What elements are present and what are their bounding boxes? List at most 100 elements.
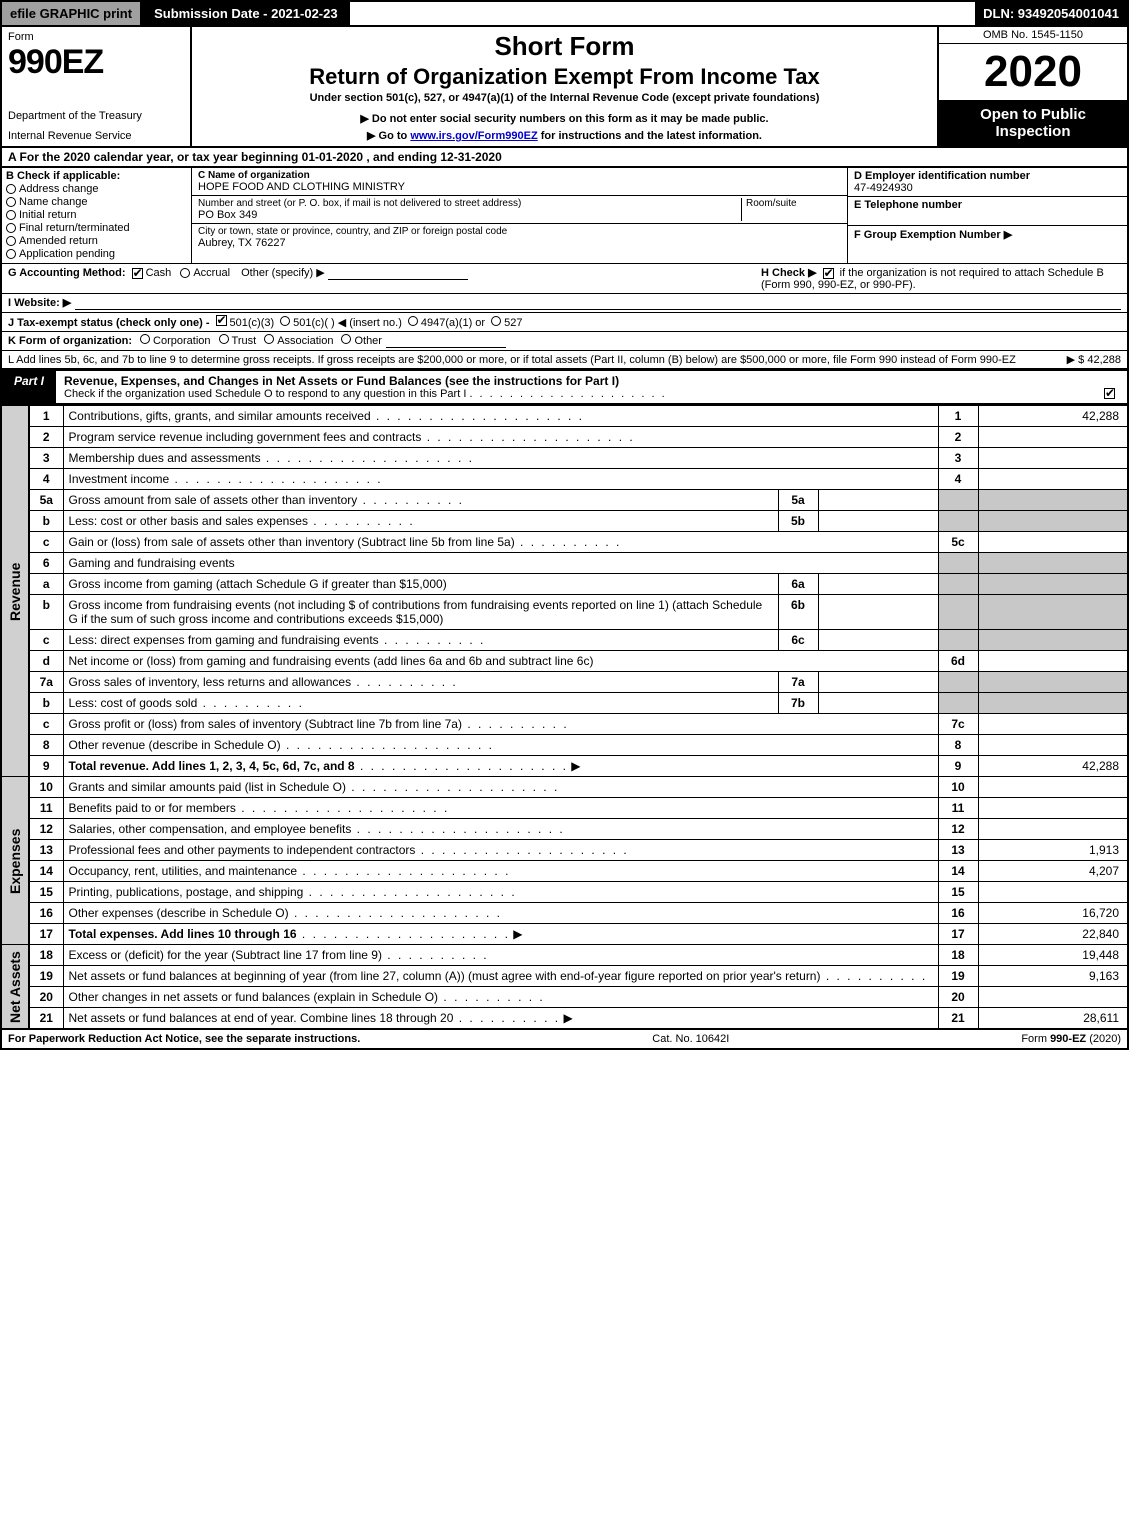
line-value: 9,163 — [978, 966, 1128, 987]
chk-name-change[interactable]: Name change — [6, 196, 187, 208]
chk-501c3[interactable] — [216, 315, 227, 326]
mini-num: 6b — [778, 595, 818, 630]
chk-corp[interactable] — [140, 334, 150, 344]
chk-final-return[interactable]: Final return/terminated — [6, 222, 187, 234]
line-value — [978, 819, 1128, 840]
chk-cash[interactable] — [132, 268, 143, 279]
chk-527[interactable] — [491, 316, 501, 326]
line-value — [978, 427, 1128, 448]
c-label: C Name of organization — [198, 170, 841, 181]
line-num: b — [29, 511, 63, 532]
table-row: 19 Net assets or fund balances at beginn… — [1, 966, 1128, 987]
form-word: Form — [8, 31, 184, 43]
table-row: 20 Other changes in net assets or fund b… — [1, 987, 1128, 1008]
org-name: HOPE FOOD AND CLOTHING MINISTRY — [198, 181, 841, 193]
line-num: b — [29, 595, 63, 630]
footer-right-form: 990-EZ — [1050, 1033, 1086, 1045]
under-section: Under section 501(c), 527, or 4947(a)(1)… — [198, 92, 931, 104]
line-desc: Other revenue (describe in Schedule O) — [63, 735, 938, 756]
line-rnum — [938, 553, 978, 574]
mini-num: 6c — [778, 630, 818, 651]
radio-icon — [6, 249, 16, 259]
mini-num: 7a — [778, 672, 818, 693]
top-bar: efile GRAPHIC print Submission Date - 20… — [0, 0, 1129, 27]
row-j-tax-exempt: J Tax-exempt status (check only one) - 5… — [0, 313, 1129, 332]
chk-label: Name change — [19, 196, 88, 208]
line-value — [978, 714, 1128, 735]
part-i-table: Revenue 1 Contributions, gifts, grants, … — [0, 405, 1129, 1029]
line-value — [978, 672, 1128, 693]
chk-schedule-o-used[interactable] — [1104, 388, 1115, 399]
table-row: 11 Benefits paid to or for members 11 — [1, 798, 1128, 819]
line-rnum: 16 — [938, 903, 978, 924]
chk-other-org[interactable] — [341, 334, 351, 344]
goto-link[interactable]: www.irs.gov/Form990EZ — [410, 130, 537, 142]
line-value: 42,288 — [978, 406, 1128, 427]
chk-initial-return[interactable]: Initial return — [6, 209, 187, 221]
table-row: 21 Net assets or fund balances at end of… — [1, 1008, 1128, 1029]
line-desc: Gross income from fundraising events (no… — [63, 595, 778, 630]
mini-val — [818, 630, 938, 651]
line-num: 11 — [29, 798, 63, 819]
line-rnum: 12 — [938, 819, 978, 840]
line-num: 16 — [29, 903, 63, 924]
e-phone-cell: E Telephone number — [848, 197, 1127, 226]
line-value — [978, 735, 1128, 756]
omb-number: OMB No. 1545-1150 — [939, 27, 1127, 44]
part-i-check-text: Check if the organization used Schedule … — [64, 388, 466, 400]
irs-label: Internal Revenue Service — [8, 130, 184, 142]
line-desc: Gross profit or (loss) from sales of inv… — [63, 714, 938, 735]
table-row: 2 Program service revenue including gove… — [1, 427, 1128, 448]
line-value: 42,288 — [978, 756, 1128, 777]
g-accrual: Accrual — [193, 267, 230, 279]
line-value — [978, 987, 1128, 1008]
chk-label: Final return/terminated — [19, 222, 130, 234]
chk-501c[interactable] — [280, 316, 290, 326]
chk-address-change[interactable]: Address change — [6, 183, 187, 195]
table-row: 6 Gaming and fundraising events — [1, 553, 1128, 574]
chk-4947[interactable] — [408, 316, 418, 326]
row-i-website: I Website: ▶ — [0, 294, 1129, 313]
mini-num: 5a — [778, 490, 818, 511]
table-row: 4 Investment income 4 — [1, 469, 1128, 490]
line-desc: Less: cost of goods sold — [63, 693, 778, 714]
line-rnum: 6d — [938, 651, 978, 672]
line-rnum: 14 — [938, 861, 978, 882]
radio-accrual[interactable] — [180, 268, 190, 278]
line-desc: Gross amount from sale of assets other t… — [63, 490, 778, 511]
mini-val — [818, 490, 938, 511]
efile-print-button[interactable]: efile GRAPHIC print — [2, 2, 142, 25]
line-rnum — [938, 490, 978, 511]
line-rnum: 15 — [938, 882, 978, 903]
table-row: 13 Professional fees and other payments … — [1, 840, 1128, 861]
col-b-title: B Check if applicable: — [6, 170, 187, 182]
line-rnum: 2 — [938, 427, 978, 448]
line-desc: Other changes in net assets or fund bala… — [63, 987, 938, 1008]
line-num: 13 — [29, 840, 63, 861]
line-desc: Total revenue. Add lines 1, 2, 3, 4, 5c,… — [63, 756, 938, 777]
city-label: City or town, state or province, country… — [198, 226, 841, 237]
table-row: 17 Total expenses. Add lines 10 through … — [1, 924, 1128, 945]
line-desc: Program service revenue including govern… — [63, 427, 938, 448]
radio-icon — [6, 210, 16, 220]
line-rnum: 11 — [938, 798, 978, 819]
goto-post: for instructions and the latest informat… — [538, 130, 762, 142]
line-num: 5a — [29, 490, 63, 511]
mini-val — [818, 511, 938, 532]
chk-h-schedule-b[interactable] — [823, 268, 834, 279]
table-row: 12 Salaries, other compensation, and emp… — [1, 819, 1128, 840]
org-address: PO Box 349 — [198, 209, 741, 221]
line-rnum — [938, 511, 978, 532]
chk-assoc[interactable] — [264, 334, 274, 344]
l-text: L Add lines 5b, 6c, and 7b to line 9 to … — [8, 354, 1016, 366]
part-i-check-line: Check if the organization used Schedule … — [64, 388, 1119, 400]
chk-trust[interactable] — [219, 334, 229, 344]
line-value — [978, 595, 1128, 630]
mini-val — [818, 595, 938, 630]
line-value: 4,207 — [978, 861, 1128, 882]
mini-num: 7b — [778, 693, 818, 714]
chk-application-pending[interactable]: Application pending — [6, 248, 187, 260]
j-label: J Tax-exempt status (check only one) - — [8, 317, 210, 329]
chk-amended-return[interactable]: Amended return — [6, 235, 187, 247]
table-row: a Gross income from gaming (attach Sched… — [1, 574, 1128, 595]
